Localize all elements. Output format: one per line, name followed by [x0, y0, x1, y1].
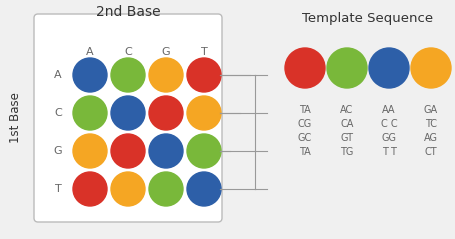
Circle shape	[73, 134, 107, 168]
Circle shape	[187, 96, 221, 130]
Text: CG: CG	[297, 119, 311, 129]
Text: AA: AA	[381, 105, 395, 115]
Circle shape	[187, 58, 221, 92]
Text: TC: TC	[424, 119, 436, 129]
Circle shape	[73, 58, 107, 92]
Text: Template Sequence: Template Sequence	[302, 11, 433, 25]
Circle shape	[73, 172, 107, 206]
Circle shape	[111, 58, 145, 92]
Circle shape	[111, 96, 145, 130]
Text: TA: TA	[298, 105, 310, 115]
Text: T: T	[200, 47, 207, 57]
Text: CA: CA	[339, 119, 353, 129]
Circle shape	[149, 58, 182, 92]
FancyBboxPatch shape	[34, 14, 222, 222]
Circle shape	[284, 48, 324, 88]
Text: G: G	[54, 146, 62, 156]
Text: T: T	[55, 184, 61, 194]
Text: AC: AC	[339, 105, 353, 115]
Text: TA: TA	[298, 147, 310, 157]
Circle shape	[410, 48, 450, 88]
Text: GG: GG	[381, 133, 396, 143]
Text: G: G	[162, 47, 170, 57]
Text: CT: CT	[424, 147, 436, 157]
Text: C: C	[54, 108, 62, 118]
Circle shape	[111, 134, 145, 168]
Text: AG: AG	[423, 133, 437, 143]
Text: 2nd Base: 2nd Base	[96, 5, 160, 19]
Text: C: C	[124, 47, 131, 57]
Circle shape	[187, 134, 221, 168]
Circle shape	[149, 96, 182, 130]
Text: A: A	[54, 70, 62, 80]
Circle shape	[149, 134, 182, 168]
Circle shape	[73, 96, 107, 130]
Text: GC: GC	[297, 133, 311, 143]
Circle shape	[111, 172, 145, 206]
Circle shape	[149, 172, 182, 206]
Circle shape	[187, 172, 221, 206]
Text: GT: GT	[340, 133, 353, 143]
Text: 1st Base: 1st Base	[10, 92, 22, 143]
Text: A: A	[86, 47, 94, 57]
Text: TG: TG	[339, 147, 353, 157]
Text: T T: T T	[381, 147, 395, 157]
Text: C C: C C	[380, 119, 396, 129]
Circle shape	[368, 48, 408, 88]
Circle shape	[326, 48, 366, 88]
Text: GA: GA	[423, 105, 437, 115]
